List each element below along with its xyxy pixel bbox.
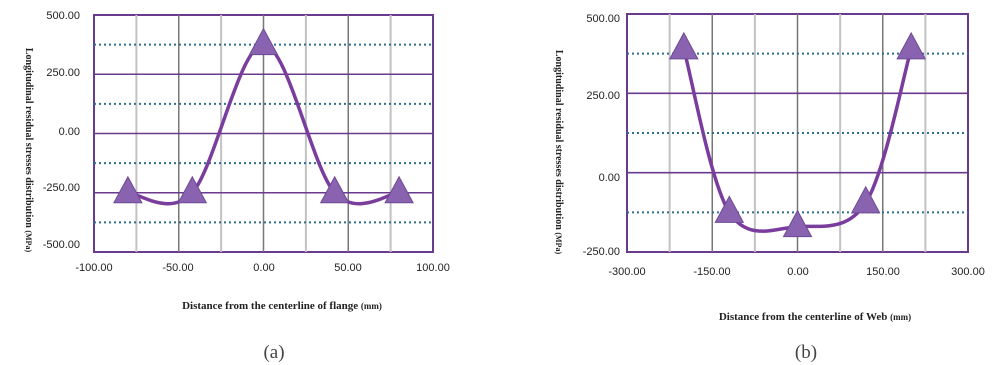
b-data-point-3 — [850, 185, 881, 214]
horizontal-gridlines-b — [627, 92, 968, 174]
x-tick-b-0: -300.00 — [608, 266, 645, 278]
y-axis-label-a: Longitudinal residual stresses distribut… — [23, 48, 34, 253]
y-tick-b-0: 500.00 — [586, 13, 620, 25]
x-tick-a-4: 100.00 — [416, 262, 450, 274]
b-data-point-0 — [668, 31, 699, 60]
x-tick-b-4: 300.00 — [951, 266, 985, 278]
x-axis-label-a: Distance from the centerline of flange (… — [182, 300, 382, 312]
caption-b: (b) — [795, 342, 817, 363]
x-tick-a-3: 50.00 — [334, 262, 362, 274]
y-tick-a-1: 250.00 — [46, 67, 80, 79]
y-tick-a-0: 500.00 — [46, 10, 80, 22]
y-tick-b-1: 250.00 — [586, 90, 620, 102]
y-tick-b-2: 0.00 — [599, 172, 620, 184]
y-tick-a-2: 0.00 — [59, 126, 80, 138]
x-tick-b-1: -150.00 — [693, 266, 730, 278]
b-data-point-2 — [782, 209, 813, 238]
a-data-point-3 — [319, 175, 350, 204]
horizontal-gridlines-a — [94, 73, 433, 194]
x-tick-a-1: -50.00 — [162, 262, 193, 274]
markers-b — [668, 31, 927, 238]
y-axis-label-b: Longitudinal residual stresses distribut… — [553, 50, 564, 255]
b-data-point-1 — [714, 195, 745, 223]
x-tick-a-2: 0.00 — [253, 262, 274, 274]
caption-a: (a) — [263, 342, 284, 363]
a-data-point-0 — [113, 175, 143, 204]
x-tick-b-3: 150.00 — [866, 266, 900, 278]
dotted-gridlines-a — [94, 43, 433, 224]
chart-b: 500.00 250.00 0.00 -250.00 -300.00 -150.… — [553, 13, 985, 363]
y-tick-a-3: -250.00 — [43, 182, 80, 194]
x-tick-a-0: -100.00 — [75, 262, 112, 274]
y-tick-b-3: -250.00 — [583, 246, 620, 258]
x-tick-b-2: 0.00 — [787, 266, 808, 278]
chart-a: 500.00 250.00 0.00 -250.00 -500.00 -100.… — [23, 10, 450, 363]
b-data-point-4 — [896, 31, 927, 60]
a-data-point-1 — [177, 175, 208, 204]
a-data-point-4 — [384, 175, 414, 204]
y-tick-a-4: -500.00 — [43, 239, 80, 251]
a-data-point-2 — [248, 27, 279, 56]
x-axis-label-b: Distance from the centerline of Web (mm) — [719, 311, 911, 323]
markers-a — [113, 27, 414, 204]
